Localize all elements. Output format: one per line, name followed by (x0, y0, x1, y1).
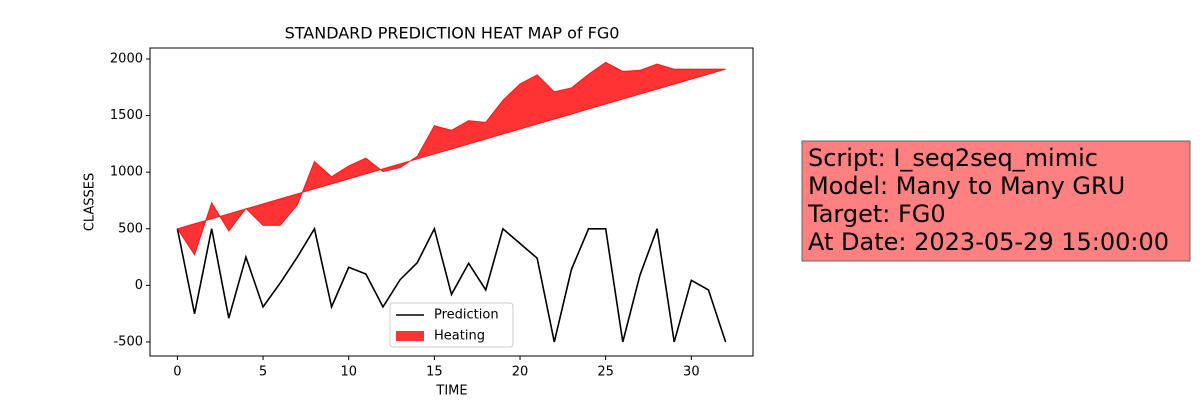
legend: Prediction Heating (389, 302, 514, 348)
annotation-box (801, 140, 1191, 262)
annotation-line: Target: FG0 (807, 200, 946, 228)
y-tick-label: 0 (135, 278, 143, 293)
annotation-line: At Date: 2023-05-29 15:00:00 (808, 228, 1169, 256)
y-tick-label: 2000 (110, 51, 143, 66)
plot-frame (149, 47, 754, 357)
x-tick-label: 20 (512, 365, 529, 380)
x-tick-label: 15 (426, 365, 443, 380)
annotation-line: Script: I_seq2seq_mimic (808, 144, 1098, 172)
y-tick-label: -500 (113, 334, 143, 349)
x-tick-label: 10 (340, 365, 357, 380)
legend-swatch (396, 331, 424, 341)
x-tick-label: 30 (683, 365, 700, 380)
x-tick-label: 5 (259, 365, 267, 380)
y-tick-label: 1000 (110, 165, 143, 180)
chart-title: STANDARD PREDICTION HEAT MAP of FG0 (285, 24, 620, 43)
prediction-line (176, 226, 727, 343)
legend-label: Prediction (434, 308, 499, 323)
legend-label: Heating (434, 329, 485, 344)
y-axis-label: CLASSES (83, 173, 98, 231)
heating-area (176, 61, 726, 256)
y-tick-label: 1500 (110, 108, 143, 123)
x-tick-label: 25 (597, 365, 614, 380)
x-axis-label: TIME (435, 384, 467, 399)
annotation-line: Model: Many to Many GRU (808, 172, 1125, 200)
x-tick-label: 0 (173, 365, 181, 380)
y-tick-label: 500 (118, 221, 143, 236)
